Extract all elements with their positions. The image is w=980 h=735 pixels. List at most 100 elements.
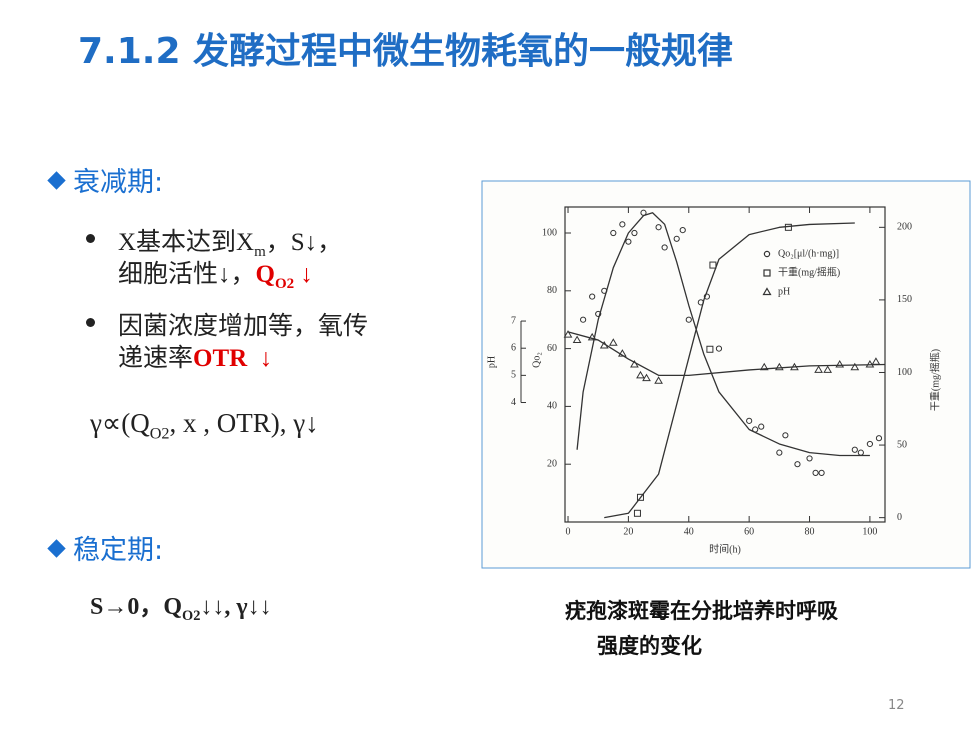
- figure-frame: [481, 180, 971, 569]
- point: [774, 362, 784, 371]
- curve: [604, 222, 855, 519]
- x-axis-label: 时间(h): [709, 542, 741, 555]
- y2-tick-label: 150: [897, 294, 912, 305]
- x-tick-label: 20: [623, 526, 633, 537]
- x-tick-label: 100: [862, 526, 877, 537]
- y2-tick-label: 200: [897, 222, 912, 233]
- curve: [576, 212, 870, 457]
- subscript: O2: [274, 276, 295, 292]
- y-tick-label: 60: [547, 343, 557, 354]
- point: [818, 469, 825, 476]
- text: γ∝(Q: [90, 408, 150, 438]
- subscript: O2: [149, 424, 170, 443]
- y2-tick-label: 0: [897, 512, 902, 523]
- point: [814, 365, 823, 373]
- point: [619, 221, 626, 228]
- highlight: Q: [255, 261, 275, 288]
- point: [746, 417, 753, 424]
- point: [610, 229, 617, 237]
- y3-axis-label: pH: [486, 356, 497, 368]
- y3-tick-label: 4: [511, 397, 516, 408]
- text: ↓↓, γ↓↓: [200, 594, 272, 620]
- page-number: 12: [888, 698, 905, 713]
- point: [685, 316, 692, 323]
- y3-tick-label: 5: [511, 370, 516, 381]
- point: [617, 349, 627, 357]
- point: [806, 455, 813, 462]
- y3-tick-label: 6: [511, 343, 516, 354]
- point: [759, 362, 769, 371]
- heading-text: 稳定期:: [73, 535, 164, 566]
- point: [835, 360, 845, 368]
- y-tick-label: 100: [542, 227, 557, 238]
- subscript: m: [254, 244, 266, 260]
- point: [642, 373, 651, 382]
- y2-tick-label: 50: [897, 439, 907, 450]
- point: [589, 293, 596, 300]
- subscript: O2: [182, 607, 201, 624]
- point: [633, 509, 641, 517]
- y-tick-label: 80: [547, 285, 557, 296]
- bullet-line: 递速率OTR ↓: [118, 338, 272, 374]
- point: [587, 332, 597, 341]
- point: [763, 250, 771, 258]
- point: [851, 446, 858, 453]
- highlight: ↓: [300, 261, 313, 288]
- y-tick-label: 40: [547, 401, 557, 412]
- y2-tick-label: 100: [897, 367, 912, 378]
- bullet-line: 细胞活性↓，QO2 ↓: [118, 254, 313, 293]
- point: [655, 224, 662, 231]
- bullet-dot: [86, 234, 95, 243]
- heading-text: 衰减期:: [73, 167, 164, 198]
- bullet-line: 因菌浓度增加等，氧传: [118, 313, 369, 340]
- text: 细胞活性↓，: [118, 261, 256, 288]
- point: [865, 360, 875, 368]
- point: [794, 461, 801, 468]
- point: [875, 435, 883, 442]
- bullet-dot: [86, 318, 95, 327]
- point: [636, 370, 645, 379]
- formula: γ∝(QO2, x , OTR), γ↓: [90, 408, 319, 443]
- point: [625, 238, 632, 245]
- point: [706, 345, 714, 353]
- point: [782, 432, 789, 439]
- point: [823, 365, 833, 373]
- y-axis-label: Qo₂: [531, 352, 542, 368]
- section-heading: 衰减期:: [46, 160, 163, 199]
- highlight: OTR: [193, 345, 248, 372]
- point: [866, 440, 874, 448]
- x-tick-label: 60: [744, 526, 754, 537]
- text: X基本达到X: [118, 229, 255, 256]
- point: [812, 469, 819, 476]
- legend-label: pH: [778, 286, 790, 297]
- point: [580, 316, 587, 323]
- text: ，S↓，: [265, 229, 343, 256]
- point: [563, 330, 573, 338]
- legend-label: Qo₂[μl/(h·mg)]: [778, 248, 839, 259]
- point: [709, 261, 717, 269]
- text: 递速率: [118, 345, 194, 372]
- section-heading: 稳定期:: [46, 528, 163, 567]
- point: [608, 338, 618, 346]
- point: [715, 345, 723, 352]
- y2-axis-label: 干重(mg/摇瓶): [928, 349, 941, 411]
- point: [673, 235, 680, 242]
- point: [654, 376, 663, 384]
- point: [776, 449, 783, 456]
- bullet-line: X基本达到Xm，S↓，: [118, 222, 342, 261]
- legend-label: 干重(mg/摇瓶): [778, 265, 840, 278]
- x-tick-label: 0: [566, 526, 571, 537]
- point: [595, 310, 602, 318]
- highlight: ↓: [259, 345, 273, 372]
- caption: 疣孢漆斑霉在分批培养时呼吸: [565, 599, 838, 623]
- y-tick-label: 20: [547, 458, 557, 469]
- point: [703, 293, 710, 300]
- point: [679, 227, 686, 234]
- slide-title: 7.1.2 发酵过程中微生物耗氧的一般规律: [78, 31, 734, 72]
- x-tick-label: 40: [684, 526, 694, 537]
- formula: S→0，QO2↓↓, γ↓↓: [90, 586, 272, 625]
- point: [762, 287, 772, 296]
- point: [661, 244, 668, 251]
